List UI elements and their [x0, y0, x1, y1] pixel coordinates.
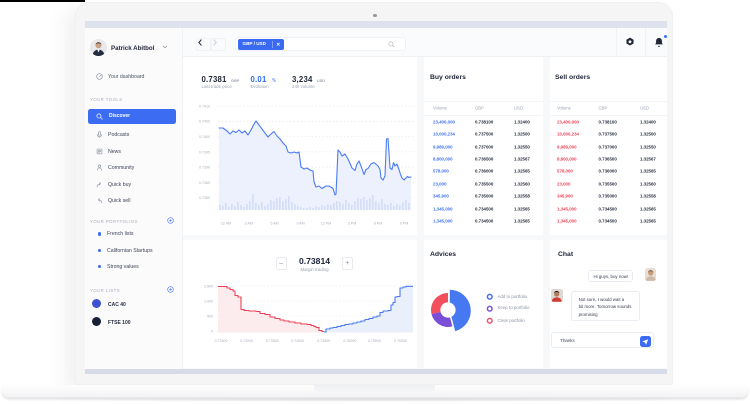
- svg-text:0.74500: 0.74500: [317, 339, 330, 343]
- svg-text:500: 500: [207, 315, 213, 319]
- svg-text:0.7380: 0.7380: [199, 196, 210, 200]
- svg-text:0.75000: 0.75000: [343, 339, 356, 343]
- svg-text:3 PM: 3 PM: [348, 222, 356, 226]
- svg-text:0.76000: 0.76000: [394, 339, 407, 343]
- svg-text:6 AM: 6 AM: [270, 222, 278, 226]
- svg-text:9 PM: 9 PM: [400, 222, 408, 226]
- svg-text:0.73000: 0.73000: [240, 339, 253, 343]
- svg-text:0.7395: 0.7395: [199, 150, 210, 154]
- svg-text:6 PM: 6 PM: [374, 222, 382, 226]
- svg-text:0.7410: 0.7410: [199, 104, 210, 108]
- svg-text:1,500: 1,500: [204, 285, 213, 289]
- svg-text:3 AM: 3 AM: [245, 222, 253, 226]
- svg-text:0.73500: 0.73500: [266, 339, 279, 343]
- svg-text:0.7390: 0.7390: [199, 166, 210, 170]
- svg-text:0.7385: 0.7385: [199, 181, 210, 185]
- svg-text:0.74000: 0.74000: [291, 339, 304, 343]
- svg-text:9 AM: 9 AM: [296, 222, 304, 226]
- svg-text:0.7405: 0.7405: [199, 120, 210, 124]
- svg-text:12 PM: 12 PM: [321, 222, 331, 226]
- svg-text:0.75500: 0.75500: [368, 339, 381, 343]
- svg-text:1,000: 1,000: [204, 300, 213, 304]
- svg-text:0.72500: 0.72500: [215, 339, 228, 343]
- svg-text:12 AM: 12 AM: [221, 222, 231, 226]
- svg-text:0: 0: [211, 330, 213, 334]
- svg-text:0.7400: 0.7400: [199, 135, 210, 139]
